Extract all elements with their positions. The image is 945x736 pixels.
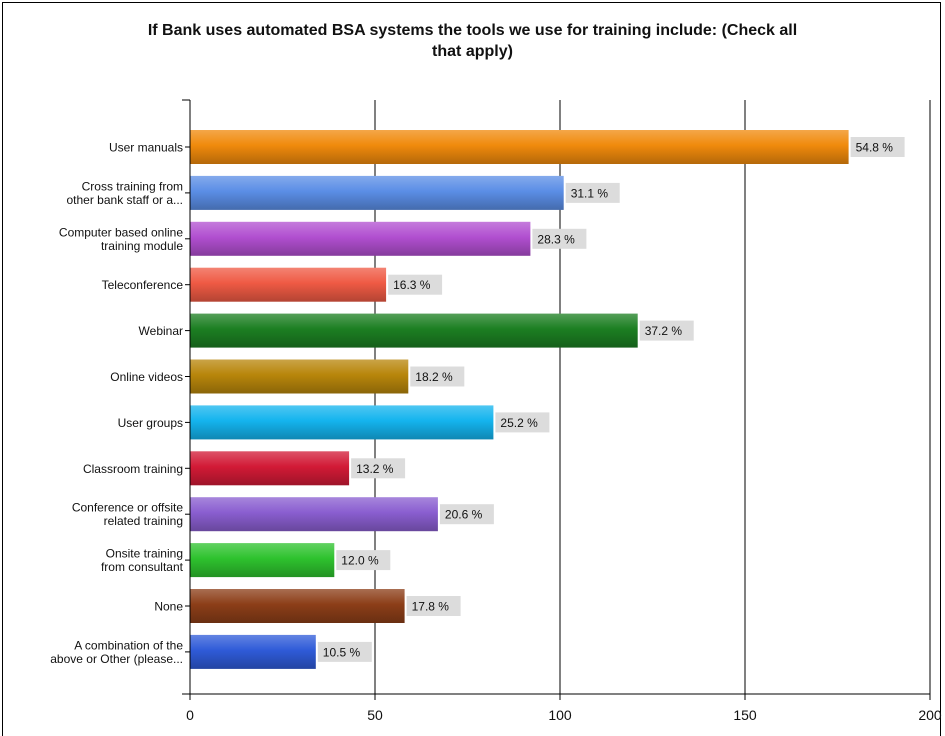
- bar: [190, 405, 494, 440]
- data-label: 10.5 %: [323, 645, 361, 659]
- category-label: None: [154, 600, 183, 614]
- category-label: Computer based online: [59, 225, 183, 239]
- bar: [190, 634, 316, 669]
- x-tick-label: 150: [733, 707, 757, 723]
- bar: [190, 267, 387, 302]
- data-label-bg: [388, 274, 443, 295]
- category-label: Teleconference: [102, 278, 184, 292]
- data-label: 20.6 %: [445, 508, 483, 522]
- data-label: 54.8 %: [856, 141, 894, 155]
- category-label: Online videos: [110, 370, 183, 384]
- data-label-bg: [532, 228, 587, 249]
- category-label: A combination of the: [74, 638, 183, 652]
- bar: [190, 589, 405, 623]
- chart-title: If Bank uses automated BSA systems the t…: [0, 20, 945, 62]
- bar: [190, 130, 849, 164]
- category-label: Classroom training: [83, 462, 183, 476]
- data-label: 31.1 %: [571, 186, 609, 200]
- category-label: from consultant: [101, 560, 184, 574]
- bar: [190, 221, 531, 256]
- category-label: training module: [101, 239, 183, 253]
- data-label-bg: [639, 320, 694, 341]
- category-label: above or Other (please...: [50, 652, 183, 666]
- bar: [190, 497, 438, 532]
- data-label-bg: [351, 458, 406, 479]
- data-label-bg: [410, 366, 465, 387]
- x-tick-label: 50: [367, 707, 383, 723]
- data-label-bg: [495, 412, 550, 433]
- x-tick-label: 100: [548, 707, 572, 723]
- data-label-bg: [850, 137, 905, 157]
- bar: [190, 313, 638, 348]
- category-label: User groups: [118, 416, 183, 430]
- bar: [190, 451, 350, 486]
- data-label-bg: [336, 550, 391, 571]
- category-label: other bank staff or a...: [66, 193, 183, 207]
- category-label: Onsite training: [106, 547, 183, 561]
- data-label: 12.0 %: [341, 554, 379, 568]
- data-label: 16.3 %: [393, 278, 431, 292]
- x-tick-label: 200: [918, 707, 942, 723]
- category-label: User manuals: [109, 141, 183, 155]
- category-label: related training: [104, 514, 183, 528]
- data-label-bg: [565, 182, 620, 203]
- bar: [190, 359, 409, 394]
- data-label-bg: [406, 596, 461, 616]
- data-label: 18.2 %: [415, 370, 453, 384]
- bar: [190, 543, 335, 578]
- x-tick-label: 0: [186, 707, 194, 723]
- data-label: 37.2 %: [645, 324, 683, 338]
- chart-title-line-1: If Bank uses automated BSA systems the t…: [147, 22, 798, 39]
- data-label-bg: [317, 641, 372, 662]
- data-label: 28.3 %: [537, 232, 575, 246]
- category-label: Webinar: [139, 324, 183, 338]
- data-label: 13.2 %: [356, 462, 394, 476]
- bar: [190, 175, 564, 210]
- data-label-bg: [439, 504, 494, 525]
- category-label: Conference or offsite: [72, 501, 184, 515]
- data-label: 25.2 %: [500, 416, 538, 430]
- category-label: Cross training from: [82, 179, 183, 193]
- data-label: 17.8 %: [412, 600, 450, 614]
- chart-title-line-2: that apply): [432, 43, 513, 60]
